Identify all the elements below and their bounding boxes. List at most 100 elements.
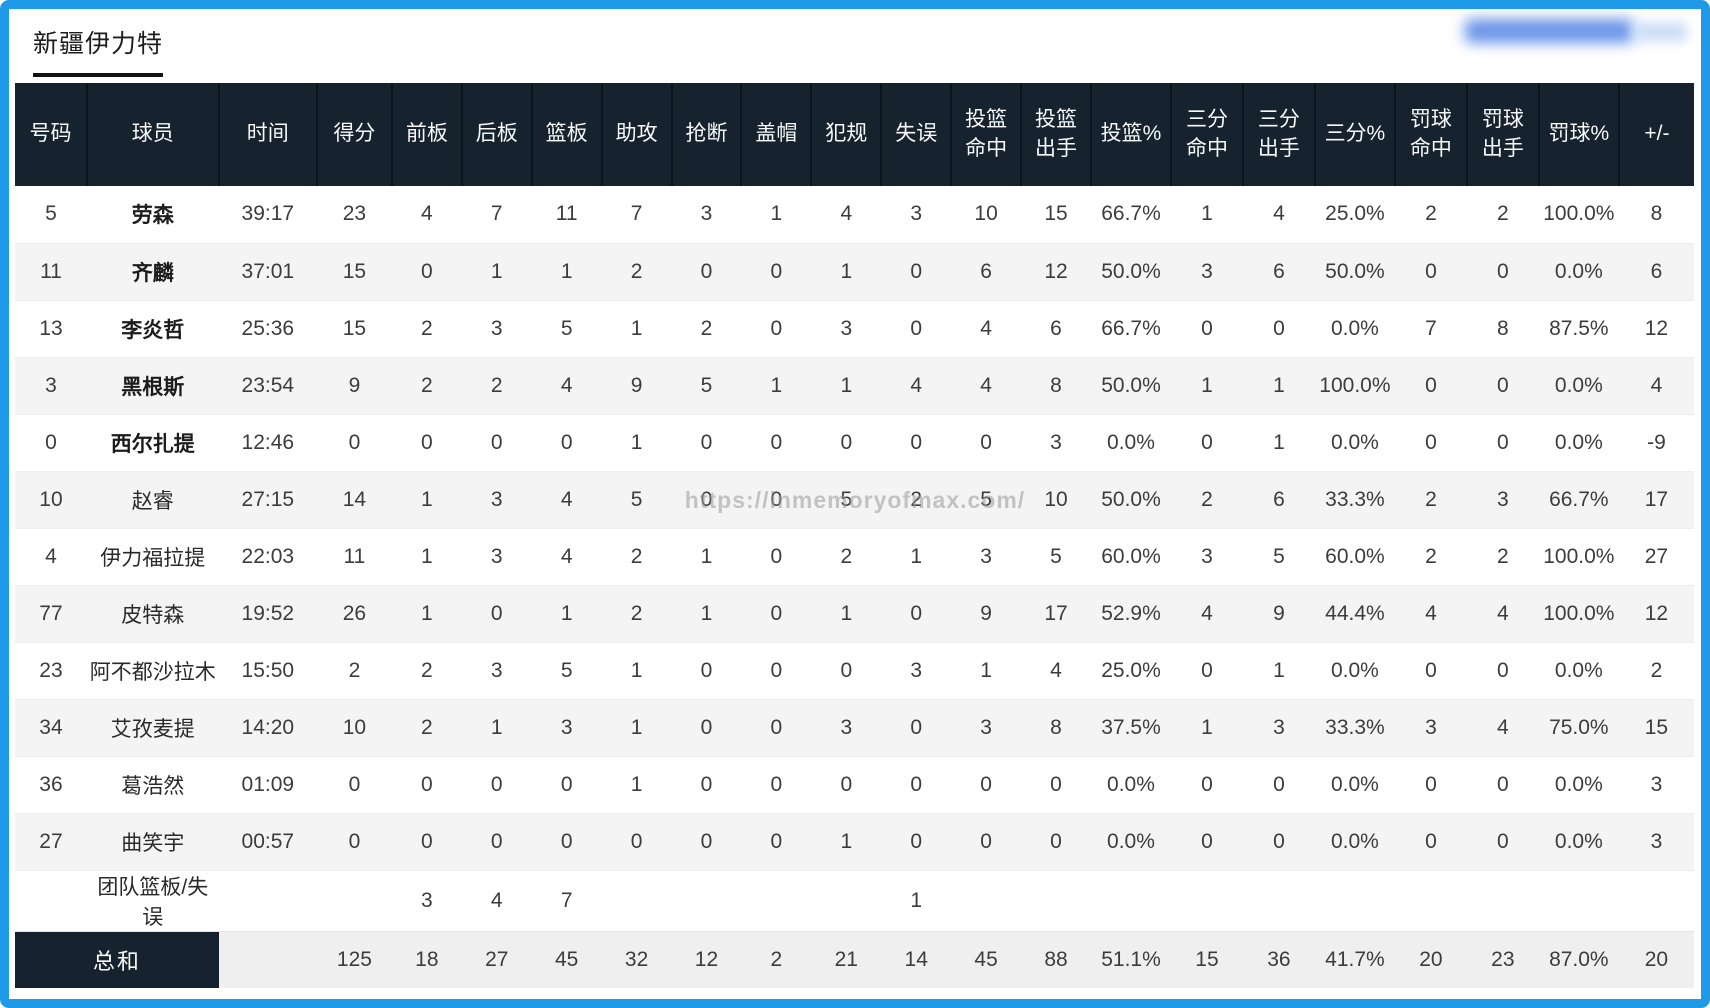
- stat-cell: 11: [316, 527, 392, 585]
- stat-cell: 3: [461, 470, 532, 528]
- stat-cell: 1: [1242, 413, 1315, 471]
- column-header: 犯规: [810, 83, 882, 186]
- stat-cell: 1: [391, 527, 462, 585]
- stat-cell: 4: [1171, 584, 1243, 642]
- stat-cell: 0: [811, 413, 882, 471]
- column-header: 罚球 出手: [1465, 83, 1539, 186]
- stat-cell: 60.0%: [1314, 527, 1395, 585]
- stat-cell: 10: [1021, 470, 1091, 528]
- player-name-cell: 齐麟: [86, 242, 219, 300]
- stat-cell: 0: [1021, 755, 1091, 813]
- stat-cell: 0: [881, 413, 952, 471]
- stat-cell: 14:20: [218, 698, 317, 756]
- stat-cell: 3: [811, 698, 882, 756]
- player-name-cell: 曲笑宇: [86, 812, 219, 870]
- stat-cell: 4: [1466, 698, 1539, 756]
- jersey-number-cell: 3: [15, 356, 87, 414]
- stat-cell: 1: [461, 698, 532, 756]
- stat-cell: 66.7%: [1538, 470, 1619, 528]
- stat-cell: 1: [881, 869, 952, 931]
- stat-cell: 8: [1466, 299, 1539, 357]
- stat-cell: 3: [951, 698, 1022, 756]
- player-name-cell: 黑根斯: [86, 356, 219, 414]
- stat-cell: 4: [951, 356, 1022, 414]
- stat-cell: 4: [421, 202, 433, 226]
- stat-cell: 51.1%: [1090, 930, 1172, 988]
- stat-cell: 41.7%: [1314, 930, 1395, 988]
- stat-cell: 32: [601, 930, 672, 988]
- stat-cell: 0: [741, 698, 812, 756]
- stat-cell: 1: [601, 698, 672, 756]
- team-tab-xinjiang[interactable]: 新疆伊力特: [33, 24, 164, 77]
- column-header: 失误: [880, 83, 952, 186]
- column-header: 盖帽: [740, 83, 812, 186]
- stat-cell: 1: [391, 470, 462, 528]
- stat-cell: 1: [1171, 698, 1243, 756]
- stat-cell: 4: [840, 202, 853, 226]
- stat-cell: 3: [1466, 470, 1539, 528]
- table-header-row: 号码 球员 时间 得分 前板 后板 篮板 助攻 抢断 盖帽 犯规 失误 投篮 命中 投篮 出手 投篮% 三分 …: [15, 83, 1694, 186]
- stat-cell: 0.0%: [1090, 812, 1172, 870]
- jersey-number-cell: 23: [15, 641, 87, 699]
- stat-cell: 9: [316, 356, 392, 414]
- stat-cell: 0: [741, 812, 812, 870]
- stat-cell: 1: [1171, 356, 1243, 414]
- stat-cell: 5: [601, 470, 672, 528]
- player-name-cell: 李炎哲: [86, 299, 219, 357]
- stat-cell: 0: [461, 812, 532, 870]
- stat-cell: 6: [951, 242, 1022, 300]
- stat-cell: 26: [316, 584, 392, 642]
- stat-cell: 15: [316, 242, 392, 300]
- stat-cell: 14: [881, 930, 952, 988]
- stat-cell: 45: [951, 930, 1022, 988]
- player-row: 23 阿不都沙拉木 15:50 2 2 3 5 1 0 0 0 3 1 4 25.0% 0 1 0.0% 0 0 0.0…: [15, 641, 1694, 699]
- stat-cell: 0: [1466, 242, 1539, 300]
- stat-cell: 0: [391, 755, 462, 813]
- stat-cell: 100.0%: [1314, 356, 1395, 414]
- redacted-link-blur-tail: [1635, 23, 1687, 41]
- stat-cell: 100.0%: [1543, 202, 1615, 226]
- stat-cell: 0.0%: [1314, 641, 1395, 699]
- player-row: 11 齐麟 37:01 15 0 1 1 2 0 0 1 0 6 12 50.0% 3 6 50.0% 0 0 0.0%…: [15, 242, 1694, 300]
- stat-cell: 2: [391, 698, 462, 756]
- stat-cell: 88: [1021, 930, 1091, 988]
- stat-cell: 1: [601, 755, 672, 813]
- stat-cell: 3: [1618, 812, 1694, 870]
- stat-cell: 36: [1242, 930, 1315, 988]
- stat-cell: 00:57: [218, 812, 317, 870]
- sum-label-cell: 总和: [15, 930, 219, 988]
- stat-cell: 2: [1425, 202, 1437, 226]
- box-score-table: 号码 球员 时间 得分 前板 后板 篮板 助攻 抢断 盖帽 犯规 失误 投篮 命中 投篮 出手 投篮% 三分 …: [15, 83, 1694, 988]
- column-header: 抢断: [670, 83, 742, 186]
- stat-cell: 3: [881, 641, 952, 699]
- stat-cell: 2: [601, 242, 672, 300]
- stat-cell: [1618, 869, 1694, 931]
- stat-cell: 0: [671, 242, 742, 300]
- stat-cell: 0: [671, 812, 742, 870]
- stat-cell: 1: [601, 413, 672, 471]
- stat-cell: 1: [601, 641, 672, 699]
- stat-cell: 19:52: [218, 584, 317, 642]
- stat-cell: 0: [461, 755, 532, 813]
- stat-cell: 0: [1466, 413, 1539, 471]
- stat-cell: 0: [1171, 812, 1243, 870]
- stat-cell: 0: [1394, 413, 1467, 471]
- stat-cell: 0: [1171, 641, 1243, 699]
- player-row: 5 劳森 39:17 23 4 7 11 7 3 1 4 3 10 15 66.7% 1 4 25.0% 2 2 100…: [15, 186, 1694, 243]
- column-header: 时间: [217, 83, 317, 186]
- stat-cell: 27: [461, 930, 532, 988]
- stat-cell: 1: [1242, 641, 1315, 699]
- team-row-label-cell: 团队篮板/失误: [86, 869, 219, 931]
- stat-cell: 0: [671, 698, 742, 756]
- stat-cell: 2: [316, 641, 392, 699]
- stat-cell: 1: [811, 356, 882, 414]
- player-name-cell: 劳森: [131, 204, 174, 228]
- stat-cell: [218, 930, 317, 988]
- stat-cell: 3: [1171, 527, 1243, 585]
- stat-cell: 5: [951, 470, 1022, 528]
- stat-cell: 1: [531, 242, 602, 300]
- stat-cell: 2: [1618, 641, 1694, 699]
- stat-cell: 12: [1618, 299, 1694, 357]
- stat-cell: 3: [1021, 413, 1091, 471]
